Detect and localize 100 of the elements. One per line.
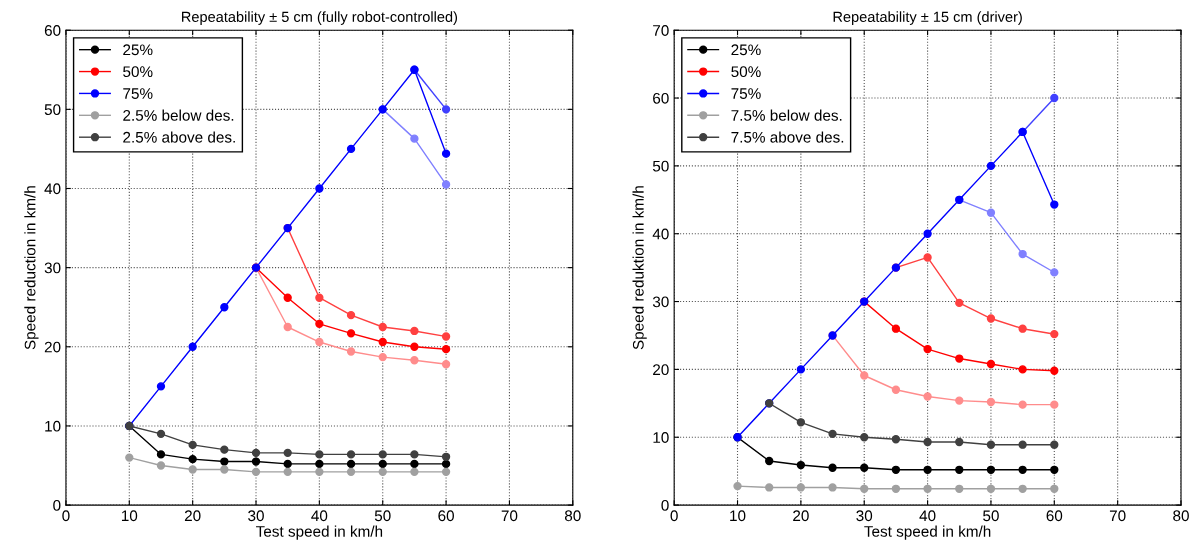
y-tick-label: 40 bbox=[652, 228, 669, 240]
point bbox=[1018, 440, 1027, 449]
point bbox=[346, 144, 356, 154]
point bbox=[986, 208, 996, 217]
legend-label: 50% bbox=[731, 66, 761, 78]
point bbox=[315, 459, 324, 469]
point bbox=[441, 149, 451, 158]
point bbox=[955, 298, 964, 308]
point bbox=[955, 437, 964, 447]
y-tick-label: 30 bbox=[652, 296, 669, 308]
point bbox=[923, 437, 932, 447]
point bbox=[860, 484, 869, 493]
point bbox=[410, 326, 419, 336]
point bbox=[188, 440, 197, 450]
point bbox=[441, 360, 451, 369]
point bbox=[315, 337, 324, 347]
point bbox=[1050, 268, 1059, 277]
point bbox=[251, 457, 261, 466]
x-tick-label: 10 bbox=[121, 510, 138, 522]
point bbox=[923, 465, 932, 474]
point bbox=[1050, 329, 1059, 339]
point bbox=[891, 324, 901, 333]
legend-label: 75% bbox=[123, 88, 153, 99]
point bbox=[220, 445, 229, 454]
point bbox=[283, 448, 292, 458]
point bbox=[410, 450, 419, 459]
x-tick-label: 40 bbox=[311, 510, 328, 522]
point bbox=[156, 382, 166, 391]
point bbox=[315, 293, 324, 302]
point bbox=[986, 440, 996, 449]
point bbox=[156, 429, 166, 439]
point bbox=[1050, 366, 1059, 375]
point bbox=[315, 467, 324, 477]
point bbox=[1018, 249, 1027, 259]
y-tick-label: 0 bbox=[53, 499, 61, 511]
y-axis-title: Speed reduction in km/h bbox=[24, 186, 39, 350]
point bbox=[923, 344, 932, 354]
point bbox=[220, 457, 229, 466]
point bbox=[441, 180, 451, 189]
x-tick-label: 30 bbox=[248, 510, 264, 522]
point bbox=[410, 134, 419, 143]
point bbox=[923, 253, 932, 262]
point bbox=[378, 467, 387, 477]
legend-label: 2.5% above des. bbox=[123, 131, 235, 143]
point bbox=[315, 184, 324, 193]
point bbox=[765, 483, 774, 492]
point bbox=[156, 461, 166, 470]
point bbox=[1018, 324, 1027, 333]
y-tick-label: 70 bbox=[653, 25, 669, 36]
point bbox=[346, 459, 356, 469]
y-tick-label: 20 bbox=[653, 364, 669, 376]
point bbox=[378, 450, 387, 459]
chart-title: Repeatability ± 5 cm (fully robot-controlled) bbox=[182, 11, 458, 25]
point bbox=[986, 161, 996, 171]
point bbox=[733, 481, 742, 491]
point bbox=[315, 450, 324, 459]
legend-label: 50% bbox=[123, 66, 153, 78]
y-axis-title: Speed reduktion in km/h bbox=[632, 186, 647, 350]
point bbox=[441, 459, 451, 469]
point bbox=[955, 484, 964, 493]
point bbox=[1050, 465, 1059, 474]
point bbox=[986, 465, 996, 474]
point bbox=[828, 463, 837, 472]
point bbox=[765, 456, 774, 466]
point bbox=[828, 483, 837, 492]
point bbox=[410, 342, 419, 351]
point bbox=[796, 365, 806, 374]
point bbox=[923, 229, 932, 238]
point bbox=[188, 465, 197, 474]
point bbox=[986, 359, 996, 369]
x-tick-label: 70 bbox=[501, 510, 518, 522]
x-tick-label: 80 bbox=[1173, 510, 1189, 522]
point bbox=[156, 450, 166, 459]
y-tick-label: 10 bbox=[45, 420, 61, 432]
point bbox=[378, 322, 387, 332]
point bbox=[796, 460, 806, 470]
point bbox=[860, 371, 869, 380]
point bbox=[346, 310, 356, 320]
point bbox=[283, 293, 292, 302]
point bbox=[955, 396, 964, 405]
point bbox=[410, 459, 419, 469]
point bbox=[891, 465, 901, 474]
x-tick-label: 70 bbox=[1109, 510, 1126, 522]
point bbox=[891, 484, 901, 493]
y-tick-label: 20 bbox=[44, 341, 61, 353]
point bbox=[891, 385, 901, 394]
legend-label: 25% bbox=[731, 44, 761, 56]
legend-label: 7.5% below des. bbox=[731, 109, 842, 121]
point bbox=[891, 435, 901, 444]
x-tick-label: 0 bbox=[62, 510, 70, 522]
x-axis-title: Test speed in km/h bbox=[864, 525, 991, 540]
x-tick-label: 50 bbox=[983, 510, 999, 522]
point bbox=[986, 484, 996, 493]
chart-title: Repeatability ± 15 cm (driver) bbox=[833, 11, 1022, 25]
point bbox=[220, 465, 229, 474]
point bbox=[283, 322, 292, 332]
point bbox=[441, 467, 451, 477]
y-tick-label: 30 bbox=[44, 262, 61, 274]
point bbox=[410, 467, 419, 477]
point bbox=[378, 337, 387, 347]
